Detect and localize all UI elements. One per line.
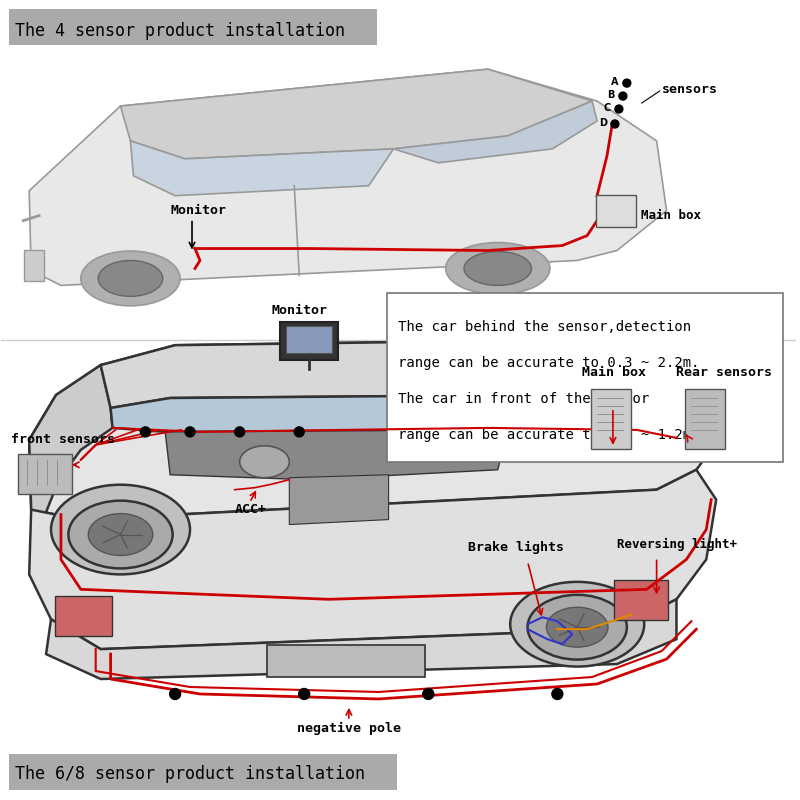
FancyBboxPatch shape — [286, 326, 332, 353]
FancyBboxPatch shape — [18, 454, 72, 494]
Ellipse shape — [464, 251, 531, 286]
Ellipse shape — [81, 251, 180, 306]
Circle shape — [611, 120, 619, 128]
Circle shape — [185, 427, 195, 437]
Ellipse shape — [51, 485, 190, 574]
Text: The car in front of the sensor: The car in front of the sensor — [398, 392, 650, 406]
Circle shape — [140, 427, 150, 437]
FancyBboxPatch shape — [596, 194, 636, 226]
Ellipse shape — [446, 242, 550, 294]
Polygon shape — [46, 599, 677, 679]
Text: The 4 sensor product installation: The 4 sensor product installation — [15, 22, 346, 40]
Text: D: D — [599, 118, 607, 128]
Text: range can be accurate to 0.3 ~ 1.2m.: range can be accurate to 0.3 ~ 1.2m. — [398, 428, 700, 442]
Text: B: B — [607, 90, 614, 100]
FancyBboxPatch shape — [267, 645, 426, 677]
Circle shape — [423, 689, 434, 699]
Text: sensors: sensors — [662, 82, 718, 95]
Ellipse shape — [98, 261, 162, 296]
Circle shape — [170, 689, 181, 699]
FancyBboxPatch shape — [10, 754, 397, 790]
Text: Monitor: Monitor — [271, 304, 327, 317]
Text: Main box: Main box — [641, 209, 701, 222]
Polygon shape — [29, 470, 716, 649]
Polygon shape — [290, 474, 389, 525]
Text: A: A — [611, 77, 618, 87]
Ellipse shape — [510, 582, 644, 666]
Polygon shape — [110, 385, 657, 432]
Text: range can be accurate to 0.3 ~ 2.2m.: range can be accurate to 0.3 ~ 2.2m. — [398, 356, 700, 370]
FancyBboxPatch shape — [614, 580, 667, 620]
Circle shape — [615, 105, 623, 113]
Circle shape — [619, 92, 627, 100]
Text: Monitor: Monitor — [170, 204, 226, 217]
Text: Reversing light+: Reversing light+ — [617, 538, 737, 551]
Circle shape — [552, 689, 563, 699]
Polygon shape — [29, 365, 113, 519]
FancyBboxPatch shape — [386, 294, 782, 462]
Ellipse shape — [527, 595, 627, 659]
Polygon shape — [101, 340, 677, 408]
FancyBboxPatch shape — [24, 250, 44, 282]
Text: Main box: Main box — [582, 366, 646, 378]
Text: Brake lights: Brake lights — [468, 541, 564, 554]
Ellipse shape — [240, 446, 290, 478]
Text: The car behind the sensor,detection: The car behind the sensor,detection — [398, 320, 692, 334]
Polygon shape — [394, 101, 597, 163]
FancyBboxPatch shape — [10, 10, 377, 46]
Text: ACC+: ACC+ — [234, 503, 266, 516]
FancyBboxPatch shape — [591, 389, 631, 449]
Ellipse shape — [88, 514, 153, 555]
Circle shape — [298, 689, 310, 699]
Polygon shape — [121, 69, 592, 159]
Text: front sensors: front sensors — [11, 434, 115, 446]
Polygon shape — [29, 340, 726, 519]
Text: negative pole: negative pole — [297, 722, 401, 735]
Circle shape — [234, 427, 245, 437]
Polygon shape — [130, 141, 394, 196]
Ellipse shape — [69, 501, 173, 569]
Ellipse shape — [546, 607, 608, 647]
Polygon shape — [29, 69, 666, 286]
FancyBboxPatch shape — [686, 389, 725, 449]
Text: The 6/8 sensor product installation: The 6/8 sensor product installation — [15, 765, 366, 782]
Circle shape — [294, 427, 304, 437]
Text: Rear sensors: Rear sensors — [677, 366, 773, 378]
FancyBboxPatch shape — [280, 322, 338, 360]
Polygon shape — [165, 430, 508, 480]
FancyBboxPatch shape — [55, 596, 111, 636]
Circle shape — [623, 79, 631, 87]
Text: C: C — [603, 103, 610, 113]
